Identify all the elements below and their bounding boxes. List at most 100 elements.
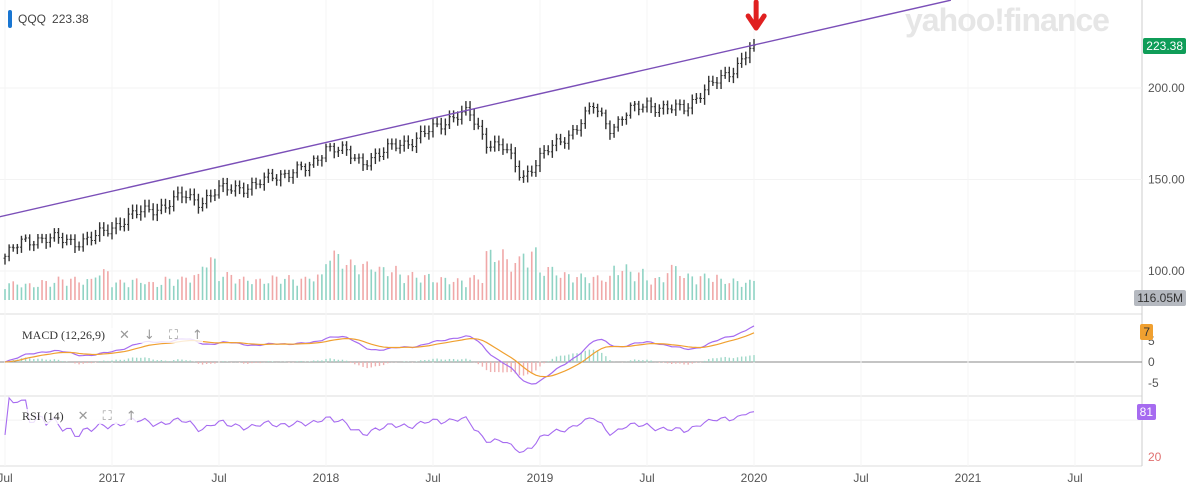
macd-tag: 7: [1140, 324, 1153, 340]
volume-bar: [275, 276, 278, 300]
volume-bar: [498, 260, 500, 300]
volume-bar: [728, 283, 731, 300]
volume-bar: [736, 281, 739, 300]
volume-bar: [144, 284, 146, 300]
volume-bar: [716, 274, 718, 300]
volume-bar: [382, 267, 385, 300]
price-tag: 223.38: [1143, 38, 1186, 54]
volume-bar: [481, 283, 484, 300]
volume-bar: [354, 265, 356, 300]
volume-bar: [403, 283, 405, 300]
volume-bar: [646, 280, 648, 300]
volume-bar: [321, 274, 323, 300]
volume-bar: [469, 277, 471, 300]
volume-bar: [45, 281, 47, 300]
volume-bar: [423, 275, 426, 300]
volume-bar: [16, 284, 19, 300]
volume-bar: [637, 272, 640, 300]
x-tick-label: 2020: [741, 471, 768, 485]
volume-bar: [444, 277, 447, 300]
x-tick-label: Jul: [1067, 471, 1082, 485]
volume-bar: [650, 284, 652, 300]
move-down-icon[interactable]: ↓: [143, 328, 155, 343]
volume-bar: [473, 275, 475, 300]
x-tick-label: Jul: [639, 471, 654, 485]
volume-bar: [49, 286, 52, 300]
x-tick-label: 2021: [955, 471, 982, 485]
volume-bar: [658, 277, 661, 300]
volume-bar: [374, 271, 377, 300]
volume-bar: [37, 286, 39, 300]
volume-bar: [415, 277, 418, 300]
volume-bar: [197, 273, 200, 300]
volume-bar: [312, 281, 315, 300]
volume-bar: [448, 284, 451, 300]
volume-bar: [563, 272, 566, 300]
volume-bar: [465, 287, 467, 300]
volume-bar: [238, 279, 241, 300]
volume-bar: [164, 276, 167, 300]
macd-tick-label: 0: [1148, 355, 1155, 369]
volume-bar: [78, 282, 80, 300]
move-up-icon[interactable]: ↑: [125, 409, 137, 424]
volume-bar: [625, 264, 628, 300]
volume-bar: [214, 258, 216, 300]
volume-bar: [255, 279, 257, 300]
maximize-icon[interactable]: ⛶: [168, 328, 178, 343]
volume-bar: [386, 276, 389, 300]
volume-bar: [407, 275, 410, 300]
volume-bar: [345, 264, 348, 300]
volume-bar: [259, 278, 261, 300]
macd-legend: MACD (12,26,9) ✕ ↓ ⛶ ↑: [22, 328, 203, 343]
volume-bar: [308, 278, 311, 300]
volume-bar: [119, 279, 122, 300]
volume-bar: [82, 284, 84, 300]
move-up-icon[interactable]: ↑: [191, 328, 203, 343]
volume-bar: [629, 271, 632, 300]
volume-bar: [296, 285, 298, 300]
volume-bar: [271, 275, 274, 300]
volume-bar: [378, 266, 381, 300]
volume-bar: [65, 285, 68, 300]
volume-bar: [485, 251, 488, 300]
volume-bar: [181, 276, 183, 300]
volume-bar: [329, 260, 331, 300]
volume-bar: [370, 269, 373, 300]
ticker-label: QQQ: [18, 12, 47, 26]
volume-bar: [551, 266, 554, 300]
volume-bar: [94, 277, 97, 300]
rsi-line: [4, 396, 755, 454]
volume-bar: [461, 280, 463, 300]
x-tick-label: Jul: [211, 471, 226, 485]
volume-bar: [148, 281, 150, 300]
volume-bar: [440, 277, 443, 300]
volume-bar: [530, 251, 533, 300]
volume-bar: [230, 274, 233, 300]
volume-bar: [304, 276, 307, 300]
volume-bar: [744, 282, 747, 300]
close-icon[interactable]: ✕: [77, 409, 89, 424]
volume-bar: [325, 264, 327, 300]
volume-bar: [605, 281, 607, 300]
maximize-icon[interactable]: ⛶: [102, 409, 112, 424]
volume-bar: [452, 281, 455, 300]
volume-bar: [740, 286, 743, 300]
x-tick-label: 2019: [527, 471, 554, 485]
volume-bar: [135, 278, 138, 300]
x-tick-label: 2017: [99, 471, 126, 485]
rsi-tick-label: 20: [1148, 450, 1162, 464]
trendline: [0, 0, 952, 218]
volume-bar: [333, 250, 336, 300]
volume-bar: [617, 275, 619, 300]
volume-bar: [419, 282, 422, 300]
volume-bar: [33, 287, 35, 300]
volume-bar: [596, 275, 599, 300]
y-tick-label: 150.00: [1148, 173, 1185, 187]
volume-bar: [24, 283, 27, 300]
close-icon[interactable]: ✕: [119, 328, 130, 343]
symbol-legend[interactable]: QQQ 223.38: [8, 10, 89, 28]
volume-bar: [234, 283, 237, 300]
volume-bar: [712, 281, 714, 300]
volume-bar: [670, 264, 673, 300]
